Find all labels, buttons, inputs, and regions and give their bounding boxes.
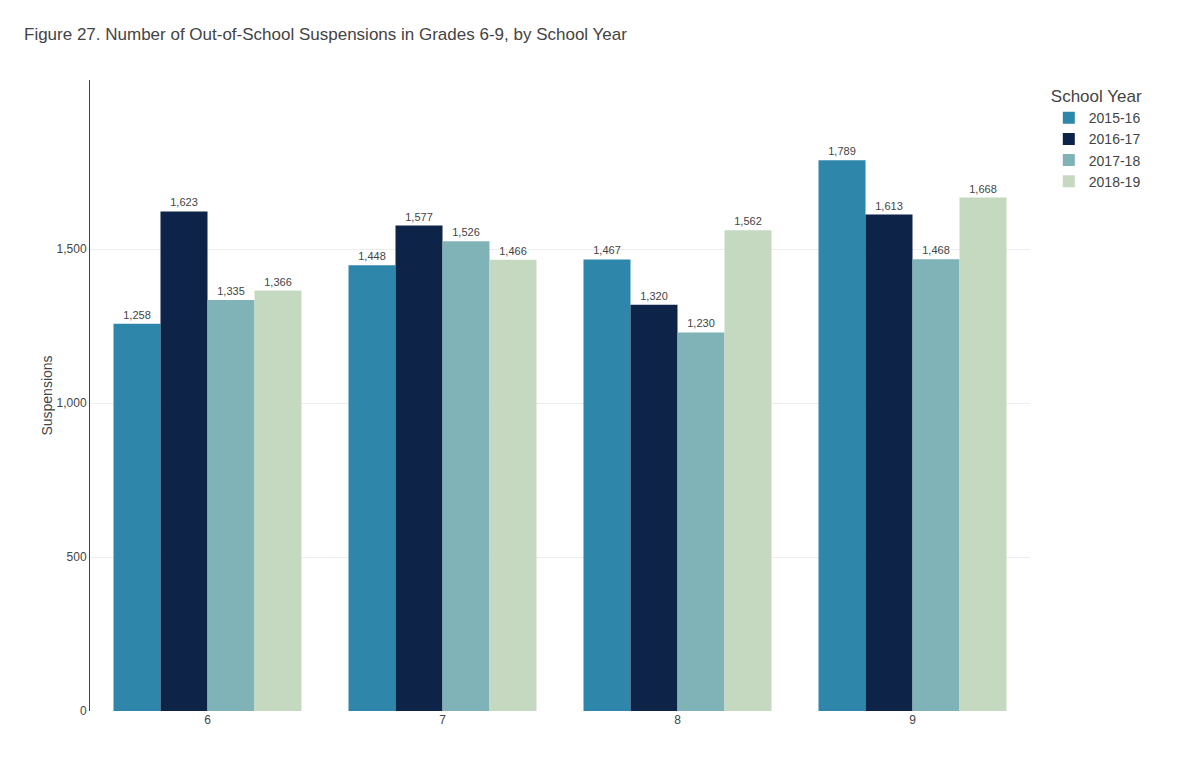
svg-text:1,466: 1,466 [499,245,527,257]
svg-text:1,668: 1,668 [969,183,997,195]
svg-text:Figure 27. Number of Out-of-Sc: Figure 27. Number of Out-of-School Suspe… [24,25,627,44]
svg-text:6: 6 [204,713,211,727]
svg-text:2016-17: 2016-17 [1089,131,1141,147]
svg-text:1,366: 1,366 [264,276,292,288]
svg-text:2015-16: 2015-16 [1089,110,1141,126]
svg-text:1,623: 1,623 [170,196,198,208]
svg-text:7: 7 [439,713,446,727]
svg-text:500: 500 [67,550,87,564]
svg-text:Suspensions: Suspensions [39,355,55,435]
svg-text:1,613: 1,613 [875,200,903,212]
svg-text:1,526: 1,526 [452,226,480,238]
svg-text:8: 8 [674,713,681,727]
svg-text:0: 0 [80,704,87,718]
svg-text:1,467: 1,467 [593,244,621,256]
svg-text:School Year: School Year [1051,87,1142,106]
svg-text:1,500: 1,500 [57,242,87,256]
svg-text:1,789: 1,789 [828,145,856,157]
svg-text:1,448: 1,448 [358,250,386,262]
svg-text:1,562: 1,562 [734,215,762,227]
svg-text:9: 9 [909,713,916,727]
svg-text:1,258: 1,258 [123,309,151,321]
svg-text:1,320: 1,320 [640,290,668,302]
svg-text:2018-19: 2018-19 [1089,174,1141,190]
svg-text:1,230: 1,230 [687,317,715,329]
svg-text:2017-18: 2017-18 [1089,153,1141,169]
svg-text:1,000: 1,000 [57,396,87,410]
svg-text:1,468: 1,468 [922,244,950,256]
svg-text:1,335: 1,335 [217,285,245,297]
svg-text:1,577: 1,577 [405,211,433,223]
